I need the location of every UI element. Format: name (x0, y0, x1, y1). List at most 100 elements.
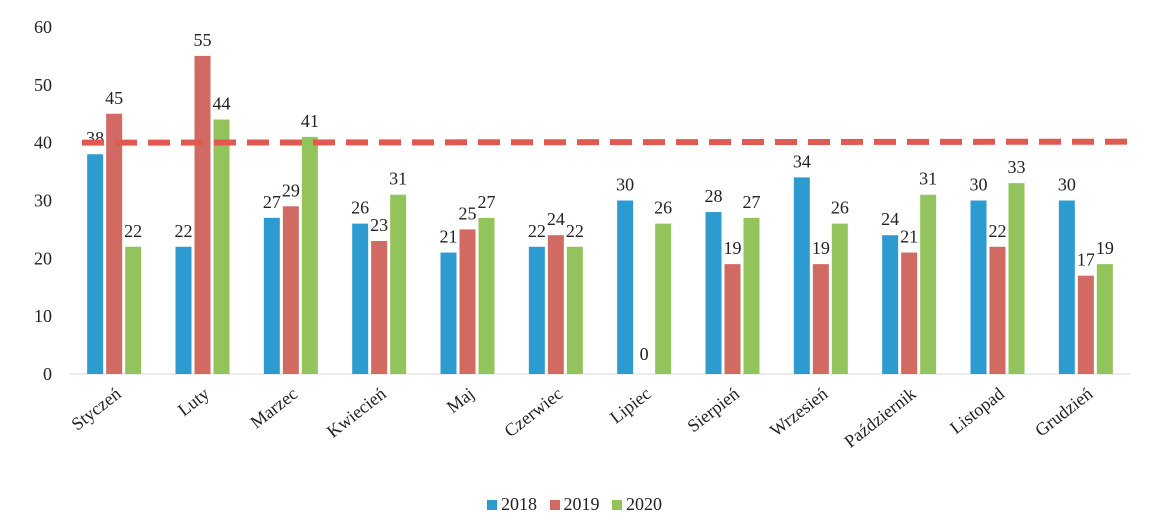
bar-2018 (352, 223, 369, 374)
data-label: 31 (919, 169, 937, 189)
data-label: 17 (1077, 250, 1095, 270)
bar-2018 (528, 246, 545, 374)
y-axis: 0 10 20 30 40 50 60 (34, 17, 52, 384)
data-label: 26 (654, 198, 672, 218)
bar-2018 (440, 252, 457, 374)
data-label: 27 (478, 192, 496, 212)
data-label: 19 (1096, 238, 1114, 258)
category-label: Luty (174, 383, 213, 420)
category-label: Styczeń (67, 383, 124, 434)
data-label: 22 (124, 221, 142, 241)
legend-swatch (487, 500, 497, 510)
bar-2019 (901, 252, 918, 374)
data-label: 44 (213, 94, 231, 114)
category-labels: Styczeń Luty Marzec Kwiecień Maj Czerwiec Lipi… (67, 383, 1096, 451)
data-label: 22 (989, 221, 1007, 241)
bar-2020 (213, 119, 230, 375)
data-label: 21 (900, 227, 918, 247)
data-label: 28 (705, 186, 723, 206)
bar-2020 (478, 217, 495, 374)
data-label: 27 (263, 192, 281, 212)
data-label: 30 (970, 175, 988, 195)
data-label: 33 (1008, 157, 1026, 177)
legend: 2018 2019 2020 (0, 494, 1149, 515)
bar-2019 (812, 264, 829, 374)
legend-item-2019: 2019 (549, 494, 600, 515)
data-label: 24 (547, 209, 565, 229)
bar-2020 (390, 194, 407, 374)
category-label: Marzec (246, 383, 301, 432)
bar-2020 (566, 246, 583, 374)
data-label: 22 (566, 221, 584, 241)
category-label: Wrzesień (766, 383, 831, 440)
data-label: 23 (370, 215, 388, 235)
y-tick-label: 60 (34, 17, 52, 37)
category-label: Grudzień (1031, 383, 1096, 440)
category-label: Październik (840, 383, 919, 451)
bar-2018 (882, 235, 899, 374)
category-label: Maj (443, 383, 478, 417)
category-label: Sierpień (683, 383, 743, 436)
bar-2020 (743, 217, 760, 374)
data-label: 27 (743, 192, 761, 212)
bar-2018 (793, 177, 810, 374)
bar-2019 (194, 55, 211, 375)
data-label: 19 (724, 238, 742, 258)
bar-2020 (920, 194, 937, 374)
bar-2020 (831, 223, 848, 374)
bar-2019 (1077, 275, 1094, 374)
y-tick-label: 10 (34, 306, 52, 326)
data-label: 21 (440, 227, 458, 247)
category-label: Listopad (946, 383, 1008, 438)
bar-2020 (1096, 264, 1113, 374)
bar-2019 (282, 206, 299, 374)
bar-2018 (263, 217, 280, 374)
data-label: 30 (616, 175, 634, 195)
legend-swatch (549, 500, 560, 510)
y-tick-label: 50 (34, 75, 52, 95)
legend-label: 2018 (501, 494, 537, 514)
category-label: Lipiec (606, 383, 655, 427)
bar-2018 (617, 200, 634, 374)
bar-2020 (301, 136, 318, 374)
data-label: 24 (881, 209, 899, 229)
y-tick-label: 0 (43, 364, 52, 384)
y-tick-label: 20 (34, 248, 52, 268)
data-label: 19 (812, 238, 830, 258)
data-label: 26 (831, 198, 849, 218)
bar-2019 (459, 229, 476, 374)
data-label: 55 (194, 30, 212, 50)
data-label: 25 (459, 203, 477, 223)
legend-item-2018: 2018 (487, 494, 537, 515)
data-label: 45 (105, 88, 123, 108)
data-label: 26 (351, 198, 369, 218)
data-label: 0 (640, 344, 649, 364)
data-label: 22 (175, 221, 193, 241)
y-tick-label: 30 (34, 191, 52, 211)
bar-2020 (125, 246, 142, 374)
legend-label: 2020 (626, 494, 662, 514)
bar-2019 (724, 264, 741, 374)
bar-2018 (1058, 200, 1075, 374)
bar-2020 (655, 223, 672, 374)
reference-line (81, 138, 1131, 146)
data-label: 22 (528, 221, 546, 241)
bar-2019 (371, 240, 388, 374)
data-label: 41 (301, 111, 319, 131)
bar-2019 (989, 246, 1006, 374)
legend-label: 2019 (563, 494, 600, 514)
bar-2020 (1008, 183, 1025, 374)
bars (87, 55, 1113, 375)
category-label: Czerwiec (500, 383, 566, 441)
bar-2019 (547, 235, 564, 374)
bar-2018 (970, 200, 987, 374)
category-label: Kwiecień (323, 383, 390, 441)
bar-2018 (705, 212, 722, 374)
bar-2018 (87, 154, 104, 374)
data-label: 29 (282, 180, 300, 200)
legend-swatch (612, 500, 622, 510)
data-label: 30 (1058, 175, 1076, 195)
y-tick-label: 40 (34, 133, 52, 153)
